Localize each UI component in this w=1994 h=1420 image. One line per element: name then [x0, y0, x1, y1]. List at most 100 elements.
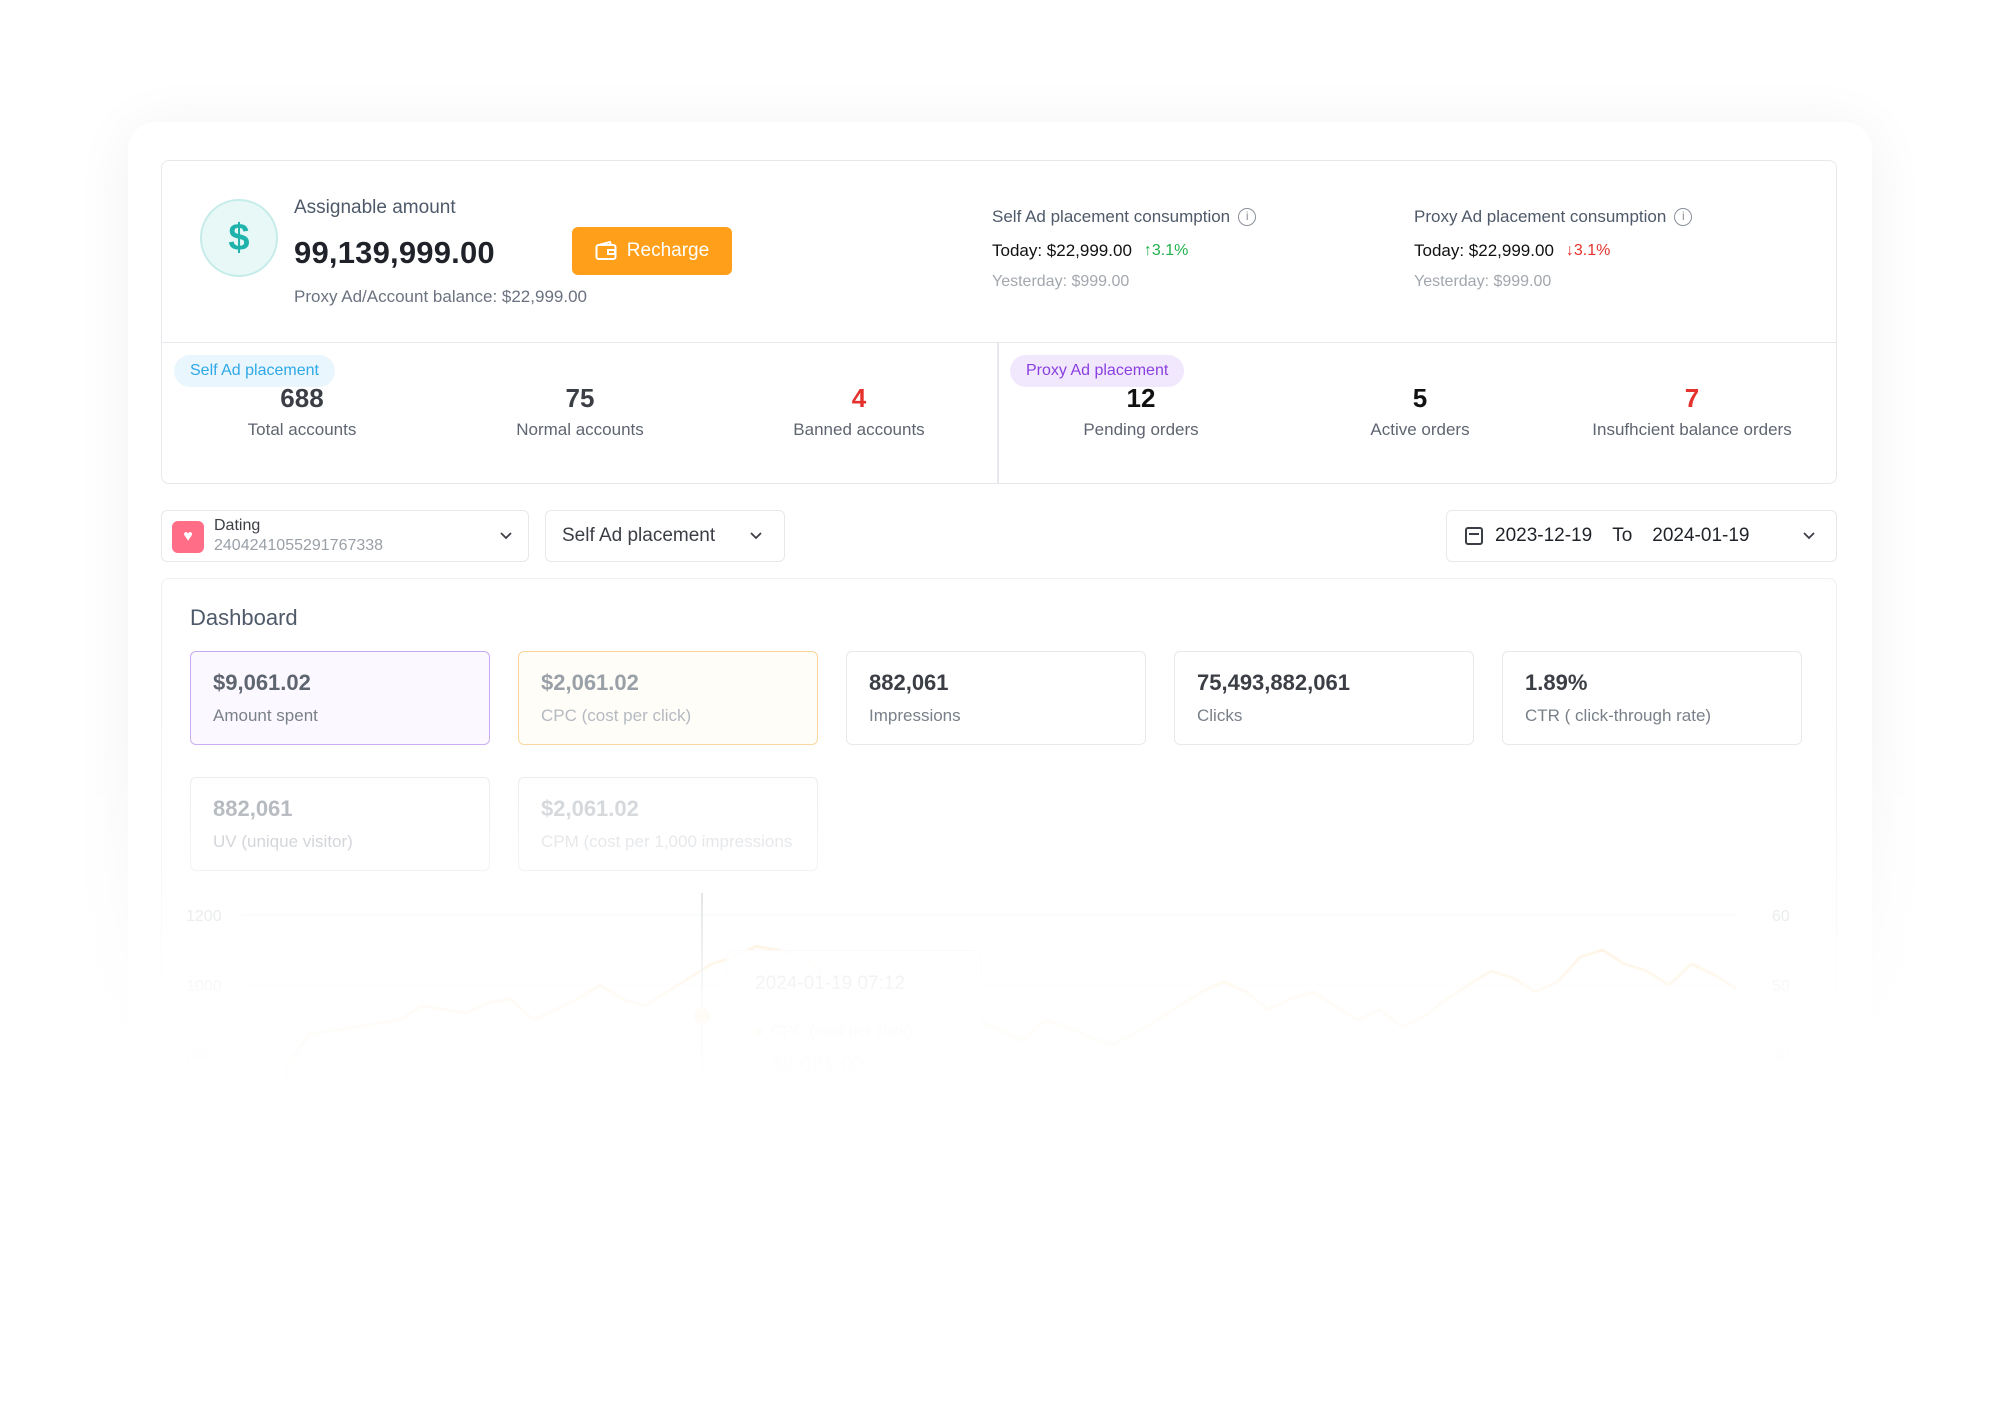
dashboard-panel: Dashboard $9,061.02 Amount spent $2,061.… [161, 578, 1838, 1279]
series-line-ctr [265, 1116, 1737, 1190]
overview-card: $ Assignable amount 99,139,999.00 Proxy … [161, 160, 1837, 484]
app-name: Dating [214, 517, 261, 534]
assignable-label: Assignable amount [294, 197, 456, 218]
metric-ctr[interactable]: 1.89% CTR ( click-through rate) [1502, 651, 1802, 745]
stat-label: Banned accounts [793, 420, 925, 439]
stat-value: 4 [851, 383, 867, 413]
series-line-cpc [264, 945, 1737, 1236]
tooltip-series1-value: $2,061.02 [771, 1053, 865, 1076]
y-left-tick: 1200 [186, 908, 222, 925]
y-right-tick: 50 [1772, 978, 1790, 995]
stat-insufficient-orders: 7 Insufhcient balance orders [1582, 383, 1802, 440]
y-left-tick: 1000 [186, 978, 222, 995]
stat-label: Pending orders [1083, 420, 1199, 439]
date-to: 2024-01-19 [1652, 525, 1750, 546]
stat-active-orders: 5 Active orders [1310, 383, 1530, 440]
proxy-change: 3.1% [1573, 242, 1611, 259]
info-icon[interactable]: i [1674, 208, 1693, 226]
stat-value: 12 [1126, 383, 1156, 413]
stat-normal-accounts: 75 Normal accounts [470, 383, 690, 440]
app-selector[interactable]: ♥ Dating 2404241055291767338 [161, 510, 529, 562]
y-right-tick: 30 [1772, 1118, 1790, 1135]
legend-dot [755, 1028, 763, 1036]
flame-icon: ♥ [172, 521, 204, 553]
placement-type-value: Self Ad placement [562, 525, 716, 546]
wallet-icon [595, 241, 617, 260]
assignable-value: 99,139,999.00 [294, 235, 495, 270]
app-id: 2404241055291767338 [214, 537, 384, 554]
proxy-balance-text: Proxy Ad/Account balance: $22,999.00 [294, 287, 587, 306]
dashboard-title: Dashboard [190, 605, 298, 630]
chevron-down-icon [498, 527, 516, 545]
dollar-icon: $ [200, 199, 278, 277]
self-change: 3.1% [1151, 242, 1189, 259]
metric-uv[interactable]: 882,061 UV (unique visitor) [190, 777, 490, 871]
chart-tooltip: 2024-01-19 07:12 CPC (cost per click) $2… [726, 950, 982, 1240]
date-from: 2023-12-19 [1495, 525, 1593, 546]
crosshair-point [694, 1008, 710, 1024]
metric-amount-spent[interactable]: $9,061.02 Amount spent [190, 651, 490, 745]
stat-pending-orders: 12 Pending orders [1031, 383, 1251, 440]
metric-value: 882,061 [869, 670, 949, 695]
tooltip-series2-value: 1.89% [771, 1153, 831, 1176]
proxy-consumption-title: Proxy Ad placement consumption [1414, 207, 1667, 226]
metric-value: 75,493,882,061 [1197, 670, 1350, 695]
metric-label: Amount spent [213, 706, 318, 725]
metric-label: CPC (cost per click) [541, 706, 692, 725]
stat-value: 7 [1684, 383, 1700, 413]
metric-label: UV (unique visitor) [213, 832, 353, 851]
date-range-picker[interactable]: 2023-12-19 To 2024-01-19 [1446, 510, 1837, 562]
proxy-consumption: Proxy Ad placement consumption i Today: $… [1414, 207, 1693, 291]
arrow-up-icon: ↑ [1143, 242, 1152, 259]
recharge-label: Recharge [626, 240, 710, 261]
stat-value: 5 [1412, 383, 1428, 413]
self-today: Today: $22,999.00 [992, 241, 1132, 260]
info-icon[interactable]: i [1238, 208, 1257, 226]
metric-label: Clicks [1197, 706, 1243, 725]
y-right-tick: 60 [1772, 908, 1790, 925]
stat-label: Insufhcient balance orders [1592, 420, 1792, 439]
metric-value: 1.89% [1525, 670, 1588, 695]
self-consumption: Self Ad placement consumption i Today: $2… [992, 207, 1257, 291]
tooltip-series2-label: 点击率 [771, 1123, 820, 1140]
placement-type-select[interactable]: Self Ad placement [545, 510, 785, 562]
date-separator: To [1612, 525, 1633, 546]
stat-value: 688 [280, 383, 324, 413]
metric-impressions[interactable]: 882,061 Impressions [846, 651, 1146, 745]
stat-label: Total accounts [247, 420, 357, 439]
y-left-tick: 400 [186, 1188, 213, 1205]
chevron-down-icon [748, 527, 766, 545]
stat-banned-accounts: 4 Banned accounts [749, 383, 969, 440]
y-left-tick: 800 [186, 1048, 213, 1065]
self-placement-badge: Self Ad placement [174, 355, 335, 387]
proxy-yesterday: Yesterday: $999.00 [1414, 273, 1552, 290]
legend-dot [755, 1125, 763, 1133]
metric-value: 882,061 [213, 796, 293, 821]
metric-cpc[interactable]: $2,061.02 CPC (cost per click) [518, 651, 818, 745]
balance-band: $ Assignable amount 99,139,999.00 Proxy … [162, 161, 1836, 343]
metric-label: CTR ( click-through rate) [1525, 706, 1712, 725]
proxy-today: Today: $22,999.00 [1414, 241, 1554, 260]
stats-band: Self Ad placement Proxy Ad placement 688… [162, 343, 1836, 483]
arrow-down-icon: ↓ [1565, 242, 1574, 259]
stat-value: 75 [565, 383, 595, 413]
recharge-button[interactable]: Recharge [572, 227, 732, 275]
tooltip-series1-label: CPC (cost per click) [771, 1023, 913, 1040]
stat-total-accounts: 688 Total accounts [192, 383, 412, 440]
tooltip-time: 2024-01-19 07:12 [755, 973, 906, 994]
stat-label: Active orders [1370, 420, 1470, 439]
y-left-tick: 600 [186, 1118, 213, 1135]
metric-clicks[interactable]: 75,493,882,061 Clicks [1174, 651, 1474, 745]
chevron-down-icon [1801, 527, 1819, 545]
proxy-placement-badge: Proxy Ad placement [1010, 355, 1185, 387]
calendar-icon [1465, 527, 1483, 545]
y-right-tick: 40 [1772, 1048, 1790, 1065]
trend-chart[interactable]: 1200 1000 800 600 400 60 50 40 30 [162, 889, 1838, 1279]
stat-label: Normal accounts [516, 420, 644, 439]
metric-value: $2,061.02 [541, 796, 639, 821]
metric-label: CPM (cost per 1,000 impressions [541, 832, 793, 851]
self-consumption-title: Self Ad placement consumption [992, 207, 1231, 226]
metric-cpm[interactable]: $2,061.02 CPM (cost per 1,000 impression… [518, 777, 818, 871]
metric-value: $2,061.02 [541, 670, 639, 695]
metric-value: $9,061.02 [213, 670, 311, 695]
